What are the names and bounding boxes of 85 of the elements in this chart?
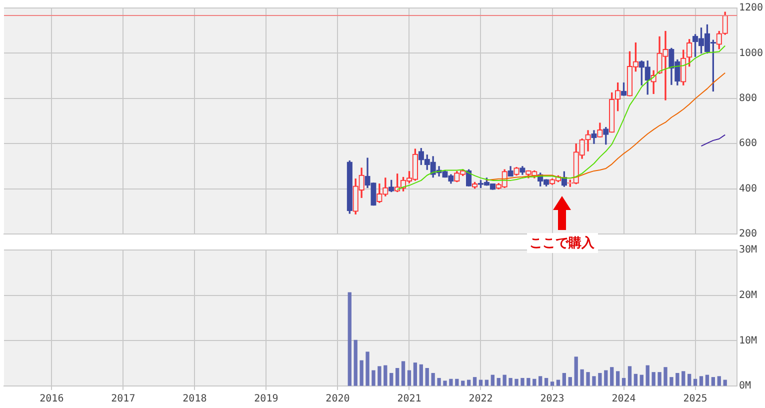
bar [693, 378, 698, 386]
bar [574, 356, 578, 386]
x-tick-label: 2020 [326, 394, 350, 405]
y-tick-label: 400 [739, 183, 758, 194]
y-tick-label: 200 [739, 228, 758, 240]
bar [622, 378, 626, 386]
bar [723, 380, 727, 386]
bar [717, 376, 721, 386]
bar [628, 366, 632, 386]
x-tick-label: 2021 [397, 394, 422, 405]
bar [496, 378, 500, 386]
bar [401, 361, 406, 386]
bar [705, 374, 710, 386]
bar [580, 369, 584, 386]
bar [419, 364, 423, 386]
bar [449, 378, 453, 386]
bar [604, 370, 608, 386]
y-tick-label: 10M [739, 335, 758, 346]
bar [390, 372, 394, 386]
bar [646, 365, 650, 386]
bar [490, 374, 494, 386]
bar [461, 380, 465, 386]
bar [502, 374, 506, 386]
x-tick-label: 2017 [111, 394, 136, 405]
bar [437, 378, 441, 386]
bar [670, 377, 674, 386]
bar [538, 376, 542, 386]
bar [592, 376, 596, 386]
bar [425, 368, 429, 386]
y-tick-label: 1200 [739, 2, 764, 14]
bar [598, 372, 602, 386]
bar [472, 377, 477, 386]
bar [514, 378, 518, 386]
bar [568, 377, 572, 386]
bar [610, 367, 614, 386]
bar [682, 371, 686, 386]
x-tick-label: 2022 [468, 394, 493, 405]
bar [520, 378, 524, 386]
x-tick-label: 2024 [612, 394, 636, 405]
y-tick-label: 20M [739, 290, 758, 301]
bar [508, 378, 512, 386]
bar [484, 380, 489, 386]
bar [372, 370, 376, 386]
bar [455, 378, 459, 386]
y-tick-label: 800 [739, 92, 758, 104]
bar [366, 352, 370, 386]
bar [711, 377, 715, 386]
bar [431, 372, 435, 386]
bar [378, 366, 382, 386]
bar [384, 365, 388, 386]
bar [658, 372, 662, 386]
bar [699, 376, 704, 386]
bar [532, 378, 536, 386]
bar [348, 292, 352, 386]
bar [652, 372, 656, 386]
bar [407, 370, 412, 386]
x-tick-label: 2018 [182, 394, 207, 405]
bar [634, 374, 638, 386]
bar [562, 372, 566, 386]
bar [556, 380, 560, 386]
x-tick-label: 2025 [683, 394, 708, 405]
annotation: ここで購入 [526, 233, 598, 253]
y-tick-label: 0M [739, 380, 752, 392]
bar [395, 368, 400, 386]
x-tick-label: 2016 [40, 394, 64, 405]
bar [360, 360, 364, 386]
bar [676, 372, 680, 386]
bar [413, 362, 418, 386]
bar [544, 378, 548, 386]
y-tick-label: 600 [739, 138, 758, 150]
bar [664, 367, 668, 386]
bar [550, 382, 554, 386]
y-tick-label: 30M [739, 244, 758, 256]
bar [354, 340, 358, 386]
bar [586, 372, 590, 386]
bar [478, 380, 483, 386]
bar [443, 380, 447, 386]
bar [687, 374, 692, 386]
bar [526, 378, 530, 386]
y-tick-label: 1000 [739, 48, 764, 59]
bar [640, 374, 644, 386]
bar [467, 380, 471, 386]
x-tick-label: 2019 [254, 394, 278, 405]
bar [616, 371, 620, 386]
x-tick-label: 2023 [540, 394, 564, 405]
